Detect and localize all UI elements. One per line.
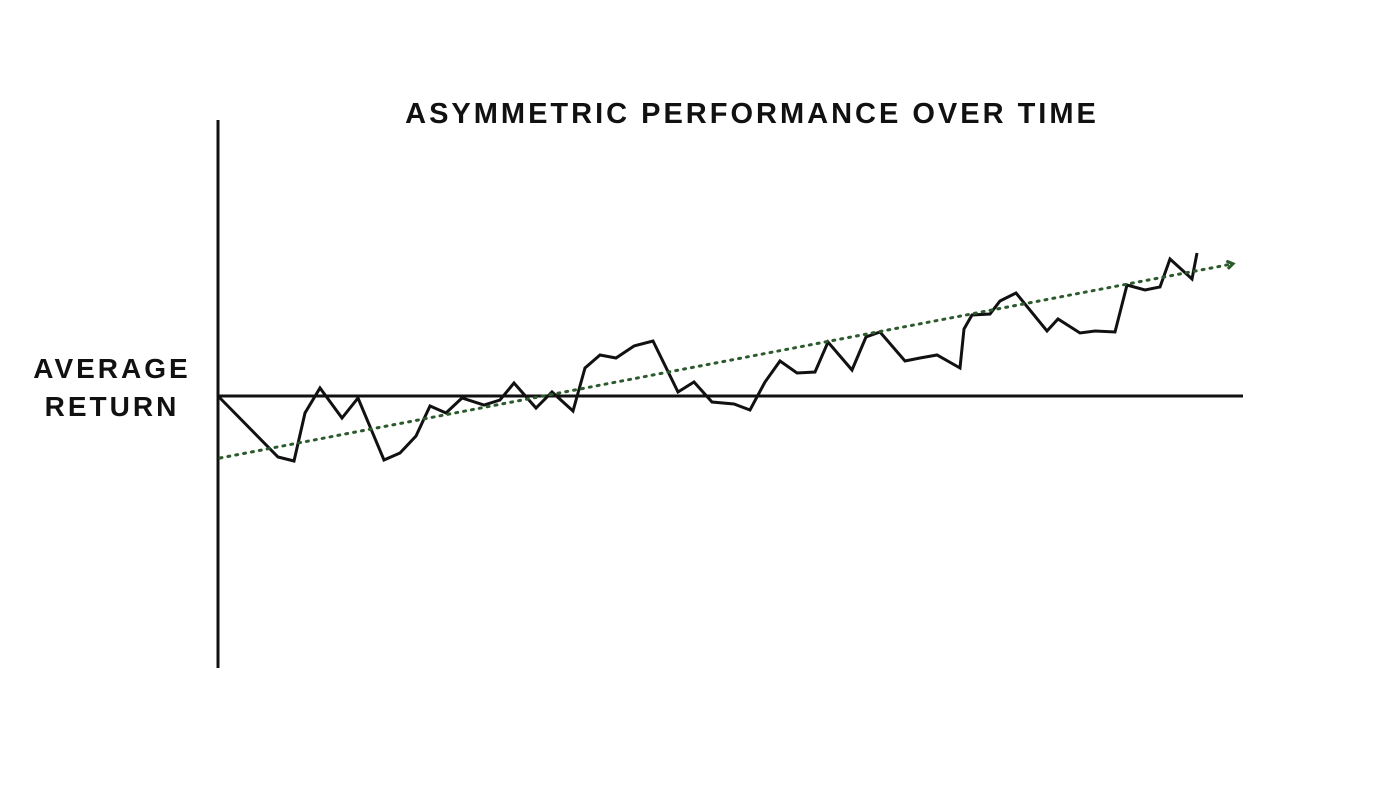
performance-line xyxy=(216,252,1199,463)
trend-line xyxy=(218,264,1232,460)
y-axis-label: AVERAGE RETURN xyxy=(33,353,191,422)
chart-title: ASYMMETRIC PERFORMANCE OVER TIME xyxy=(405,98,1099,130)
